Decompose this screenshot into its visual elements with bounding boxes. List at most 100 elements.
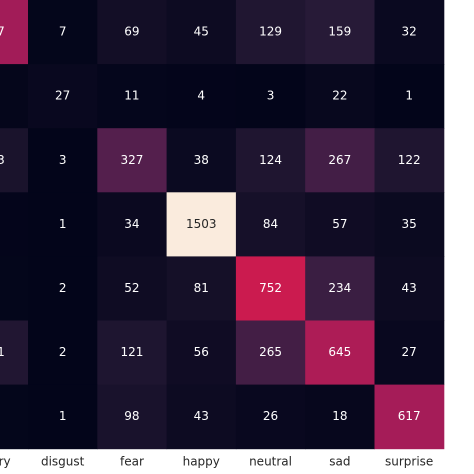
cell-label: 1503 xyxy=(186,217,217,231)
heatmap-cell xyxy=(166,192,237,257)
x-tick-label: happy xyxy=(183,455,220,469)
heatmap-cell xyxy=(28,192,98,257)
heatmap-cell xyxy=(305,0,375,65)
heatmap-cell xyxy=(235,384,306,450)
heatmap-cell xyxy=(0,192,29,257)
cell-label: 3 xyxy=(59,153,67,167)
heatmap-cell xyxy=(235,192,306,257)
cell-label: 234 xyxy=(328,281,351,295)
heatmap-cell xyxy=(28,384,98,450)
heatmap-cell xyxy=(97,320,168,386)
heatmap-cell xyxy=(0,256,29,321)
cell-label: 32 xyxy=(402,25,417,39)
heatmap-cell xyxy=(235,128,306,193)
cell-label: 124 xyxy=(259,153,282,167)
cell-label: 752 xyxy=(259,281,282,295)
heatmap-cell xyxy=(97,64,168,129)
cell-label: 1 xyxy=(59,217,67,231)
cell-label: 34 xyxy=(124,217,139,231)
cell-label: 2 xyxy=(59,345,67,359)
cell-label: 27 xyxy=(402,345,417,359)
heatmap-cell xyxy=(374,320,445,386)
heatmap-cell xyxy=(305,384,375,450)
heatmap-cell xyxy=(0,64,29,129)
heatmap-cell xyxy=(166,256,237,321)
heatmap-cell xyxy=(97,192,168,257)
heatmap-cell xyxy=(305,128,375,193)
cell-label: 43 xyxy=(402,281,417,295)
heatmap-cell xyxy=(305,192,375,257)
cell-label: 22 xyxy=(332,89,347,103)
heatmap-cell xyxy=(305,320,375,386)
heatmap-cell xyxy=(235,64,306,129)
heatmap-cell xyxy=(166,384,237,450)
cell-label: 131 xyxy=(0,345,5,359)
heatmap-cell xyxy=(166,320,237,386)
cell-label: 3 xyxy=(267,89,275,103)
cell-label: 27 xyxy=(55,89,70,103)
heatmap-cell xyxy=(374,0,445,65)
heatmap-cell xyxy=(0,128,29,193)
heatmap-cell xyxy=(235,0,306,65)
heatmap-cell xyxy=(28,64,98,129)
cell-label: 267 xyxy=(328,153,351,167)
cell-label: 129 xyxy=(259,25,282,39)
heatmap-cell xyxy=(28,128,98,193)
heatmap-cell xyxy=(0,320,29,386)
heatmap-cell xyxy=(305,256,375,321)
heatmap-cell xyxy=(97,0,168,65)
cell-label: 81 xyxy=(194,281,209,295)
cell-label: 1 xyxy=(405,89,413,103)
heatmap-cell xyxy=(374,256,445,321)
heatmap-cell xyxy=(0,0,29,65)
cell-label: 645 xyxy=(328,345,351,359)
heatmap-cell xyxy=(28,320,98,386)
cell-label: 56 xyxy=(194,345,209,359)
heatmap-cell xyxy=(28,256,98,321)
cell-label: 26 xyxy=(263,409,278,423)
heatmap-cell xyxy=(374,64,445,129)
x-tick-label: sad xyxy=(329,455,350,469)
cell-label: 121 xyxy=(120,345,143,359)
heatmap-cell xyxy=(235,320,306,386)
heatmap-cell xyxy=(166,0,237,65)
x-tick-label: fear xyxy=(120,455,144,469)
heatmap-cell xyxy=(374,384,445,450)
heatmap-cell xyxy=(374,128,445,193)
heatmap-cell xyxy=(97,384,168,450)
heatmap-cell xyxy=(374,192,445,257)
cell-label: 122 xyxy=(398,153,421,167)
heatmap-cell xyxy=(97,256,168,321)
heatmap-cell xyxy=(0,384,29,450)
cell-label: 617 xyxy=(398,409,421,423)
cell-label: 52 xyxy=(124,281,139,295)
cell-label: 327 xyxy=(120,153,143,167)
cell-label: 7 xyxy=(59,25,67,39)
cell-label: 38 xyxy=(194,153,209,167)
cell-label: 84 xyxy=(263,217,278,231)
cell-label: 35 xyxy=(402,217,417,231)
cell-label: 69 xyxy=(124,25,139,39)
cell-label: 2 xyxy=(59,281,67,295)
heatmap-cell xyxy=(166,128,237,193)
cell-label: 265 xyxy=(259,345,282,359)
heatmap-cell xyxy=(166,64,237,129)
cell-label: 98 xyxy=(124,409,139,423)
heatmap-cell xyxy=(28,0,98,65)
cell-label: 11 xyxy=(124,89,139,103)
cell-label: 57 xyxy=(332,217,347,231)
x-tick-label: neutral xyxy=(249,455,292,469)
heatmap-cell xyxy=(305,64,375,129)
heatmap-cell xyxy=(97,128,168,193)
cell-label: 43 xyxy=(194,409,209,423)
cell-label: 1 xyxy=(59,409,67,423)
x-tick-label: angry xyxy=(0,455,11,469)
cell-label: 103 xyxy=(0,153,5,167)
cell-label: 159 xyxy=(328,25,351,39)
x-tick-label: surprise xyxy=(385,455,433,469)
cell-label: 18 xyxy=(332,409,347,423)
cell-label: 4 xyxy=(197,89,205,103)
heatmap-cell xyxy=(235,256,306,321)
x-tick-label: disgust xyxy=(41,455,85,469)
